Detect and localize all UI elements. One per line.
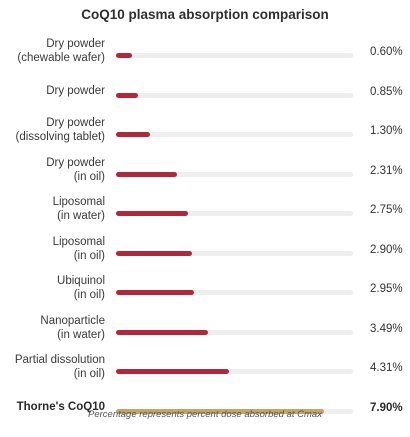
bar-track [116, 53, 353, 58]
bar-track [116, 250, 353, 256]
bar-row: Liposomal (in water) 2.75% [0, 189, 410, 229]
bar [116, 132, 151, 137]
bar-row: Dry powder (chewable wafer) 0.60% [0, 31, 410, 71]
bar-track [116, 329, 353, 335]
value-label: 2.90% [370, 243, 403, 256]
category-label: Thorne's CoQ10 [16, 400, 105, 413]
bar [116, 171, 177, 177]
value-label: 0.60% [370, 46, 403, 58]
bar [116, 92, 139, 98]
bar-track [116, 408, 353, 414]
footnote: Percentage represents percent dose absor… [88, 409, 322, 420]
category-label: Dry powder (dissolving tablet) [15, 117, 105, 143]
bar-row: Partial dissolution (in oil) 4.31% [0, 347, 410, 387]
bar-row: Dry powder 0.85% [0, 71, 410, 111]
value-label: 2.95% [370, 283, 403, 295]
category-label: Liposomal (in oil) [52, 235, 105, 262]
bar [116, 211, 189, 216]
bar-track [116, 132, 353, 137]
bar-row: Nanoparticle (in water) 3.49% [0, 308, 410, 348]
value-label: 4.31% [370, 362, 403, 374]
bar [116, 369, 230, 374]
category-label: Ubiquinol (in oil) [57, 275, 105, 301]
bar-track [116, 92, 353, 98]
bar-row: Ubiquinol (in oil) 2.95% [0, 268, 410, 308]
category-label: Dry powder (chewable wafer) [17, 38, 105, 64]
bar [116, 408, 325, 414]
value-label: 1.30% [370, 125, 403, 137]
category-label: Nanoparticle (in water) [40, 314, 105, 341]
bar-row: Liposomal (in oil) 2.90% [0, 229, 410, 269]
bar-row: Dry powder (dissolving tablet) 1.30% [0, 110, 410, 150]
category-label: Liposomal (in water) [52, 196, 105, 222]
bar [116, 53, 132, 58]
bar-row: Dry powder (in oil) 2.31% [0, 150, 410, 190]
bar-track [116, 171, 353, 177]
value-label: 2.31% [370, 164, 403, 177]
category-label: Dry powder (in oil) [46, 156, 105, 183]
value-label: 7.90% [370, 401, 403, 414]
bar-track [116, 369, 353, 374]
bar-track [116, 290, 353, 295]
category-label: Partial dissolution (in oil) [14, 354, 105, 380]
bar [116, 329, 208, 335]
category-label: Dry powder [46, 84, 105, 97]
bar-row: Thorne's CoQ10 7.90% [0, 387, 410, 427]
bar [116, 290, 194, 295]
value-label: 0.85% [370, 85, 403, 98]
value-label: 3.49% [370, 322, 403, 335]
bar [116, 250, 193, 256]
chart-title: CoQ10 plasma absorption comparison [81, 7, 329, 22]
value-label: 2.75% [370, 204, 403, 216]
bar-track [116, 211, 353, 216]
